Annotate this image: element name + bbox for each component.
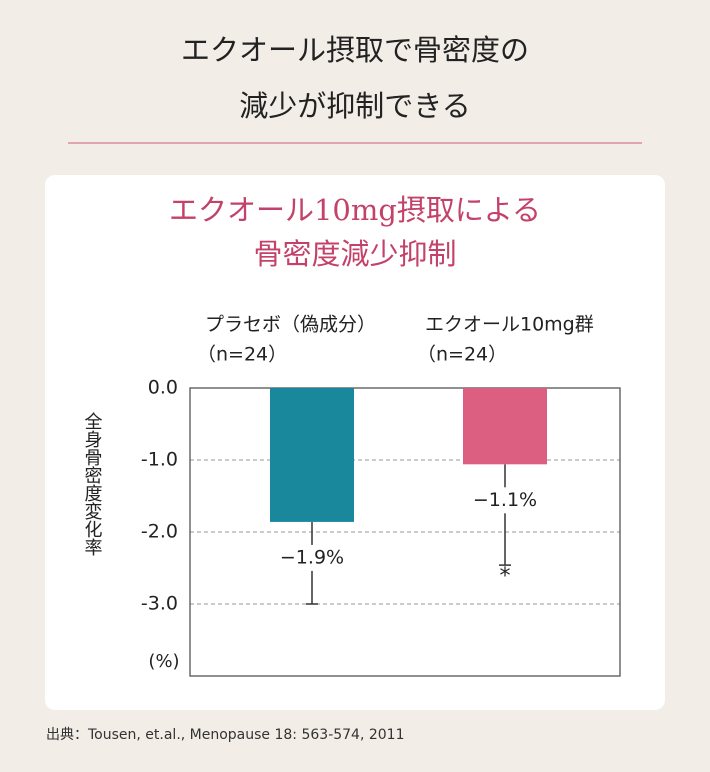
value-label: −1.9% bbox=[280, 546, 344, 568]
y-tick-label: -2.0 bbox=[141, 521, 178, 543]
page-title: 減少が抑制できる bbox=[239, 89, 470, 123]
category-label: プラセボ（偽成分） bbox=[205, 314, 376, 336]
y-tick-label: -3.0 bbox=[141, 593, 178, 615]
page-title: エクオール摂取で骨密度の bbox=[181, 33, 529, 67]
y-tick-label: -1.0 bbox=[141, 449, 178, 471]
card bbox=[45, 175, 665, 710]
category-note: （n=24） bbox=[417, 344, 507, 366]
significance-mark: * bbox=[500, 564, 511, 589]
y-axis-title: 全身骨密度変化率 bbox=[82, 412, 103, 556]
bar bbox=[463, 388, 547, 465]
value-label: −1.1% bbox=[473, 489, 537, 511]
source: 出典：Tousen, et.al., Menopause 18: 563-574… bbox=[46, 727, 405, 743]
chart-title: エクオール10mg摂取による bbox=[169, 193, 541, 227]
label-bg bbox=[272, 544, 352, 571]
plot-frame bbox=[189, 387, 621, 677]
chart-title: 骨密度減少抑制 bbox=[253, 237, 456, 271]
y-tick-label: 0.0 bbox=[148, 377, 178, 399]
category-note: （n=24） bbox=[197, 344, 287, 366]
y-unit: (%) bbox=[148, 651, 179, 672]
bar bbox=[270, 388, 354, 522]
category-label: エクオール10mg群 bbox=[425, 314, 594, 336]
label-bg bbox=[465, 487, 545, 514]
